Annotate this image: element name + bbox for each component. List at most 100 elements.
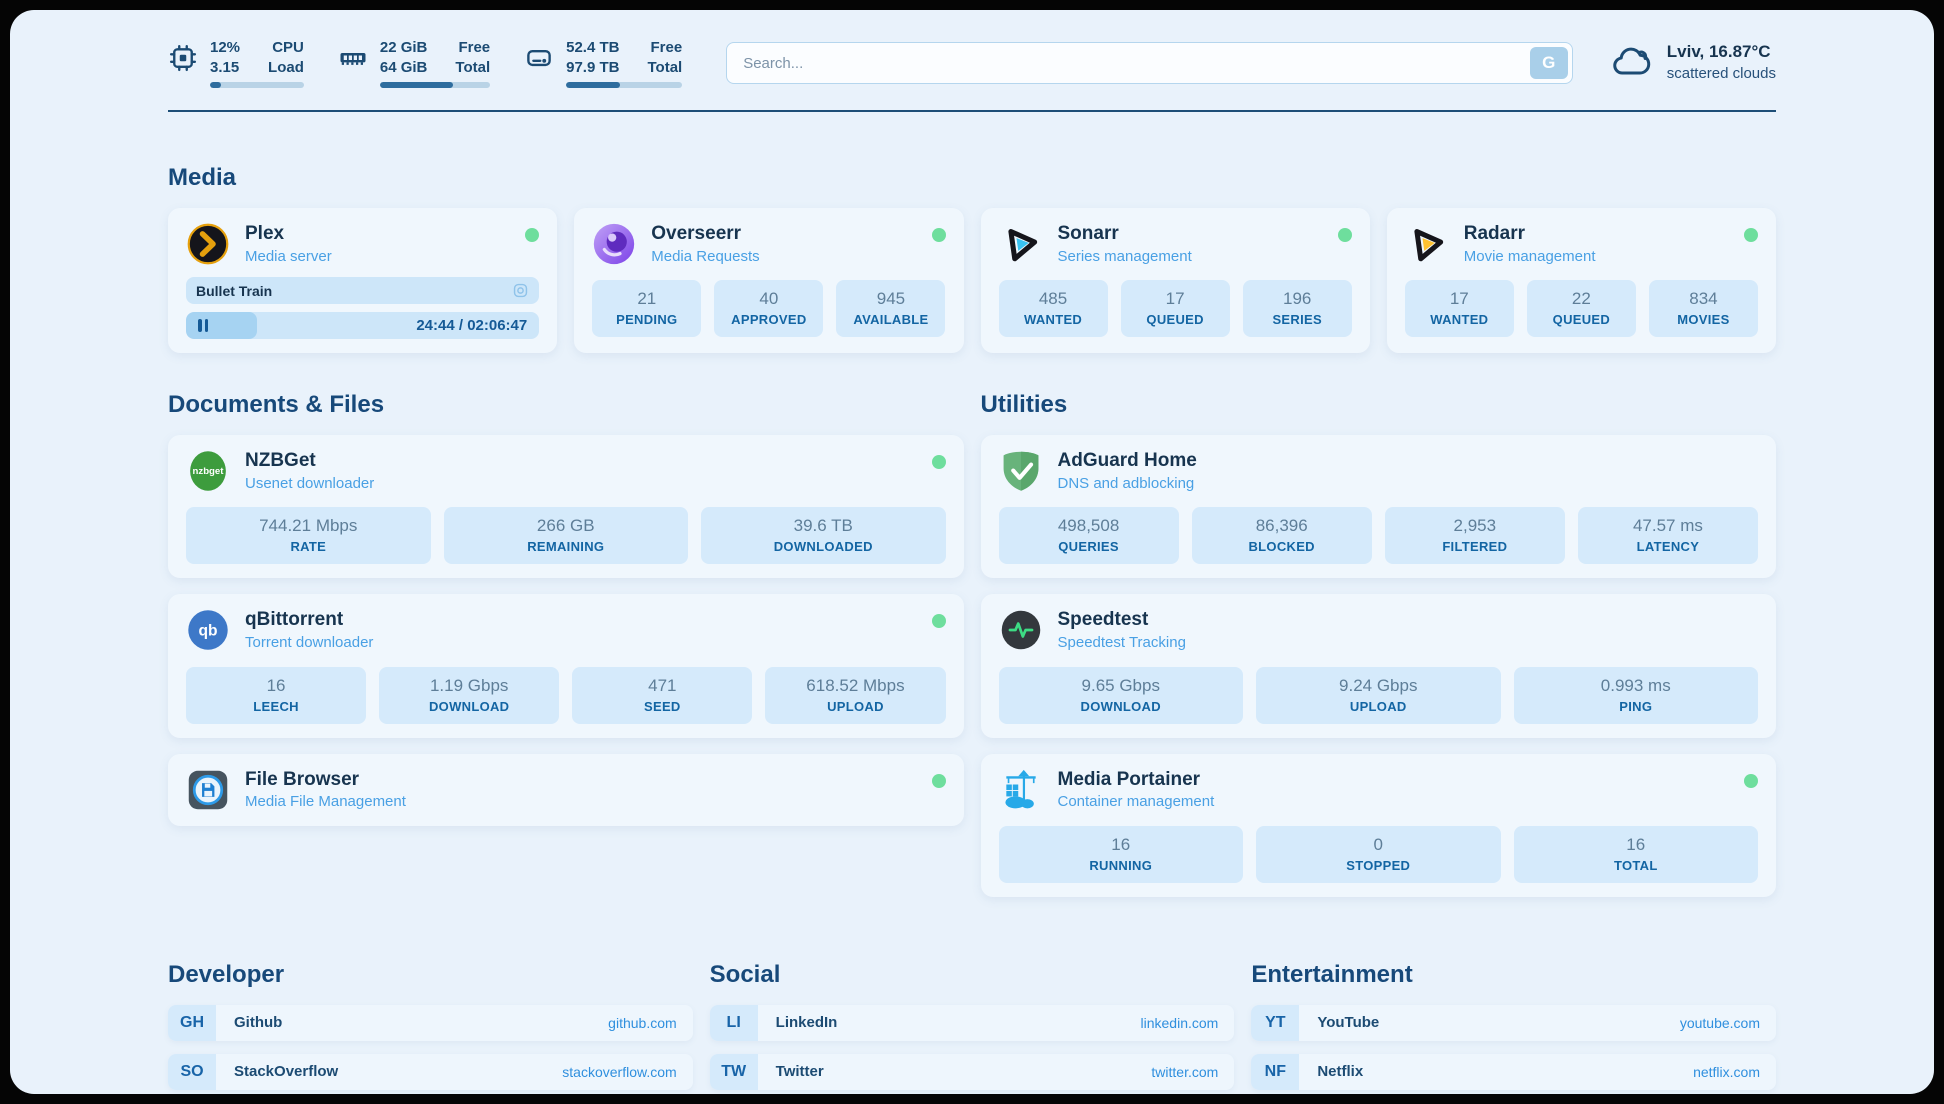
playback-progress-fill [186, 312, 257, 340]
section-title-documents: Documents & Files [168, 391, 385, 419]
bookmark-url: twitter.com [1151, 1063, 1219, 1080]
system-stats: 12% 3.15 CPU Load [168, 38, 683, 88]
app-description: Speedtest Tracking [1057, 634, 1186, 652]
stat-movies: 834 MOVIES [1648, 280, 1758, 338]
speedtest-icon [999, 608, 1043, 652]
search-input[interactable] [726, 42, 1573, 84]
stat-upload: 9.24 Gbps UPLOAD [1256, 666, 1501, 724]
bookmark-url: netflix.com [1693, 1063, 1760, 1080]
app-description: Movie management [1463, 247, 1596, 265]
cloud-icon [1611, 44, 1653, 83]
bookmark-linkedin[interactable]: LI LinkedIn linkedin.com [709, 1004, 1235, 1041]
weather-location-temp: Lviv, 16.87°C [1666, 42, 1771, 62]
overseerr-card[interactable]: Overseerr Media Requests 21 PENDING 40 A… [574, 208, 964, 354]
storage-total-value: 97.9 TB [566, 58, 620, 76]
radarr-card[interactable]: Radarr Movie management 17 WANTED 22 QUE… [1386, 208, 1776, 354]
stat-seed: 471 SEED [572, 666, 753, 724]
playback-time: 24:44 / 02:06:47 [416, 317, 528, 335]
plex-card[interactable]: Plex Media server Bullet Train [168, 208, 558, 354]
stat-queries: 498,508 QUERIES [998, 507, 1179, 565]
overseerr-icon [592, 222, 636, 266]
stat-filtered: 2,953 FILTERED [1384, 507, 1565, 565]
app-description: Torrent downloader [245, 634, 374, 652]
radarr-icon [1405, 222, 1449, 266]
cpu-usage-value: 12% [210, 39, 241, 56]
app-name: Overseerr [651, 223, 742, 244]
memory-total-label: Total [455, 58, 491, 76]
bookmark-youtube[interactable]: YT YouTube youtube.com [1251, 1004, 1776, 1041]
bookmark-url: github.com [608, 1014, 677, 1031]
storage-total-label: Total [647, 58, 683, 76]
speedtest-card[interactable]: Speedtest Speedtest Tracking 9.65 Gbps D… [980, 594, 1776, 738]
stat-running: 16 RUNNING [998, 825, 1243, 883]
stat-rate: 744.21 Mbps RATE [186, 507, 431, 565]
session-icon [512, 282, 529, 299]
cpu-icon [168, 43, 198, 73]
utilities-column: Utilities [980, 391, 1776, 897]
app-description: Container management [1057, 793, 1215, 811]
stat-queued: 22 QUEUED [1526, 280, 1636, 338]
status-dot-online [931, 455, 946, 470]
storage-stat: 52.4 TB 97.9 TB Free Total [524, 38, 683, 88]
stat-series: 196 SERIES [1242, 280, 1352, 338]
section-title-media: Media [168, 164, 237, 191]
bookmark-abbr: TW [709, 1053, 758, 1090]
disk-icon [524, 43, 554, 73]
app-name: Radarr [1463, 223, 1525, 244]
search-engine-button[interactable]: G [1529, 47, 1568, 79]
app-description: Media server [245, 247, 332, 265]
app-name: Speedtest [1057, 609, 1149, 631]
app-name: File Browser [245, 768, 360, 790]
portainer-card[interactable]: Media Portainer Container management 16 … [980, 753, 1776, 897]
status-dot-online [931, 228, 946, 242]
bookmark-netflix[interactable]: NF Netflix netflix.com [1251, 1053, 1776, 1090]
adguard-card[interactable]: AdGuard Home DNS and adblocking 498,508 … [980, 435, 1776, 579]
cpu-progress-track [210, 82, 304, 88]
storage-progress-fill [566, 82, 620, 88]
dashboard: 12% 3.15 CPU Load [10, 10, 1934, 1094]
ram-icon [338, 43, 368, 73]
stat-total: 16 TOTAL [1513, 825, 1758, 883]
svg-text:nzbget: nzbget [193, 466, 225, 477]
qbittorrent-card[interactable]: qb qBittorrent Torrent downloader [168, 594, 964, 738]
portainer-icon [999, 768, 1043, 812]
filebrowser-card[interactable]: File Browser Media File Management [168, 753, 964, 826]
sonarr-card[interactable]: Sonarr Series management 485 WANTED 17 Q… [980, 208, 1370, 354]
app-description: Media Requests [651, 247, 760, 265]
storage-progress-track [566, 82, 683, 88]
nzbget-card[interactable]: nzbget NZBGet Usenet downloader 74 [168, 435, 964, 579]
app-name: qBittorrent [245, 609, 344, 631]
stat-queued: 17 QUEUED [1120, 280, 1230, 338]
documents-column: Documents & Files nzbget [168, 391, 964, 826]
bookmark-name: YouTube [1317, 1014, 1380, 1032]
memory-total-value: 64 GiB [379, 58, 428, 76]
bookmark-group-developer: Developer GH Github github.com SO StackO… [168, 961, 693, 1094]
search-bar: G [726, 42, 1573, 84]
app-name: NZBGet [245, 450, 316, 472]
pause-icon [198, 319, 208, 333]
bookmark-abbr: GH [168, 1004, 216, 1041]
bookmark-name: Twitter [775, 1063, 824, 1081]
bookmark-github[interactable]: GH Github github.com [168, 1004, 693, 1041]
cpu-load-value: 3.15 [210, 58, 240, 76]
bookmark-stackoverflow[interactable]: SO StackOverflow stackoverflow.com [168, 1053, 693, 1090]
bookmark-url: stackoverflow.com [562, 1063, 677, 1080]
bookmark-name: Netflix [1317, 1063, 1364, 1081]
weather-widget: Lviv, 16.87°C scattered clouds [1611, 41, 1776, 84]
section-title-entertainment: Entertainment [1251, 960, 1413, 988]
adguard-icon [999, 449, 1043, 493]
app-name: Plex [245, 223, 285, 244]
storage-free-label: Free [650, 39, 683, 56]
svg-text:qb: qb [198, 623, 217, 640]
stat-available: 945 AVAILABLE [836, 280, 946, 338]
memory-progress-fill [379, 82, 453, 88]
header-divider [168, 110, 1776, 112]
cpu-stat: 12% 3.15 CPU Load [168, 38, 304, 88]
plex-icon [186, 222, 230, 266]
header: 12% 3.15 CPU Load [168, 10, 1776, 88]
bookmark-name: LinkedIn [775, 1014, 838, 1032]
bookmark-twitter[interactable]: TW Twitter twitter.com [709, 1053, 1235, 1090]
stat-remaining: 266 GB REMAINING [443, 507, 688, 565]
section-title-developer: Developer [168, 960, 285, 988]
stat-stopped: 0 STOPPED [1256, 825, 1501, 883]
